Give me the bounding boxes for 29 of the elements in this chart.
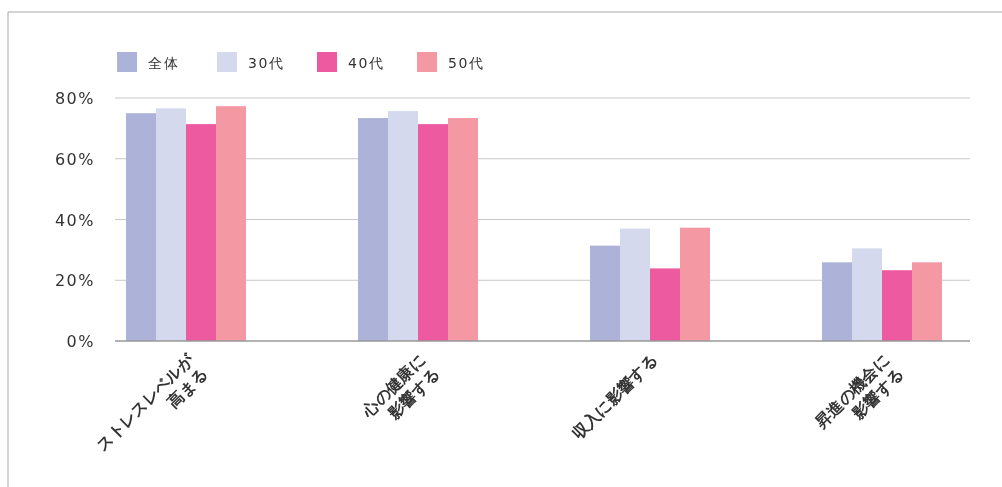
x-tick-label: 収入に影響する bbox=[568, 350, 661, 444]
y-tick-label: 60% bbox=[54, 149, 95, 169]
x-tick-label: ストレスレベルが 高まる bbox=[92, 349, 211, 455]
bar bbox=[388, 111, 418, 341]
y-tick-label: 40% bbox=[54, 210, 95, 230]
bar bbox=[358, 118, 388, 341]
x-tick-label: 心の健康に 影響する bbox=[358, 350, 443, 424]
bar bbox=[620, 228, 650, 341]
bar bbox=[156, 108, 186, 341]
bar bbox=[882, 270, 912, 341]
legend-label: 30代 bbox=[248, 55, 285, 71]
bar bbox=[912, 262, 942, 341]
y-tick-label: 20% bbox=[54, 271, 95, 291]
bar bbox=[680, 227, 710, 341]
legend-label: 50代 bbox=[448, 55, 485, 71]
legend-label: 全体 bbox=[148, 55, 179, 71]
bar bbox=[650, 268, 680, 341]
bar bbox=[126, 113, 156, 341]
y-tick-label: 0% bbox=[66, 332, 95, 351]
bar bbox=[448, 118, 478, 341]
bar bbox=[216, 106, 246, 341]
legend-label: 40代 bbox=[348, 55, 385, 71]
y-tick-label: 80% bbox=[54, 89, 95, 108]
bar bbox=[418, 124, 448, 341]
bar bbox=[852, 248, 882, 341]
x-tick-label: 昇進の機会に 影響する bbox=[810, 350, 907, 433]
bar bbox=[822, 262, 852, 341]
bar bbox=[186, 124, 216, 341]
bar bbox=[590, 245, 620, 341]
